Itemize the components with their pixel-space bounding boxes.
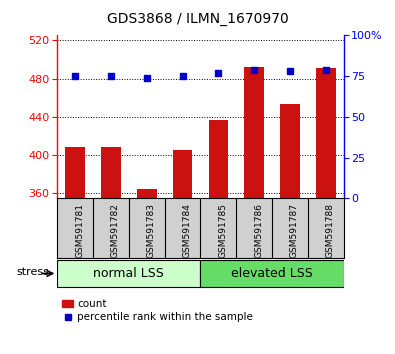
Point [287,68,293,74]
Point [323,67,329,73]
Text: GSM591781: GSM591781 [75,203,84,258]
Bar [316,68,336,198]
Text: GSM591786: GSM591786 [254,203,263,258]
Bar [209,120,228,198]
Bar [280,104,300,198]
Bar [245,67,264,198]
Text: GSM591783: GSM591783 [147,203,156,258]
Text: GSM591785: GSM591785 [218,203,228,258]
Text: normal LSS: normal LSS [94,267,164,280]
Text: GSM591788: GSM591788 [326,203,335,258]
Bar [201,260,344,287]
Text: elevated LSS: elevated LSS [231,267,313,280]
Point [108,73,114,79]
Text: GSM591782: GSM591782 [111,203,120,258]
Text: stress: stress [17,267,49,277]
Bar [101,148,121,198]
Legend: count, percentile rank within the sample: count, percentile rank within the sample [62,299,253,322]
Point [72,73,78,79]
Point [179,73,186,79]
Point [215,70,222,76]
Text: GDS3868 / ILMN_1670970: GDS3868 / ILMN_1670970 [107,12,288,27]
Bar [65,148,85,198]
Point [251,67,257,73]
Bar [137,189,156,198]
Bar [57,260,201,287]
Text: GSM591784: GSM591784 [182,203,192,258]
Text: GSM591787: GSM591787 [290,203,299,258]
Bar [173,150,192,198]
Point [144,75,150,81]
